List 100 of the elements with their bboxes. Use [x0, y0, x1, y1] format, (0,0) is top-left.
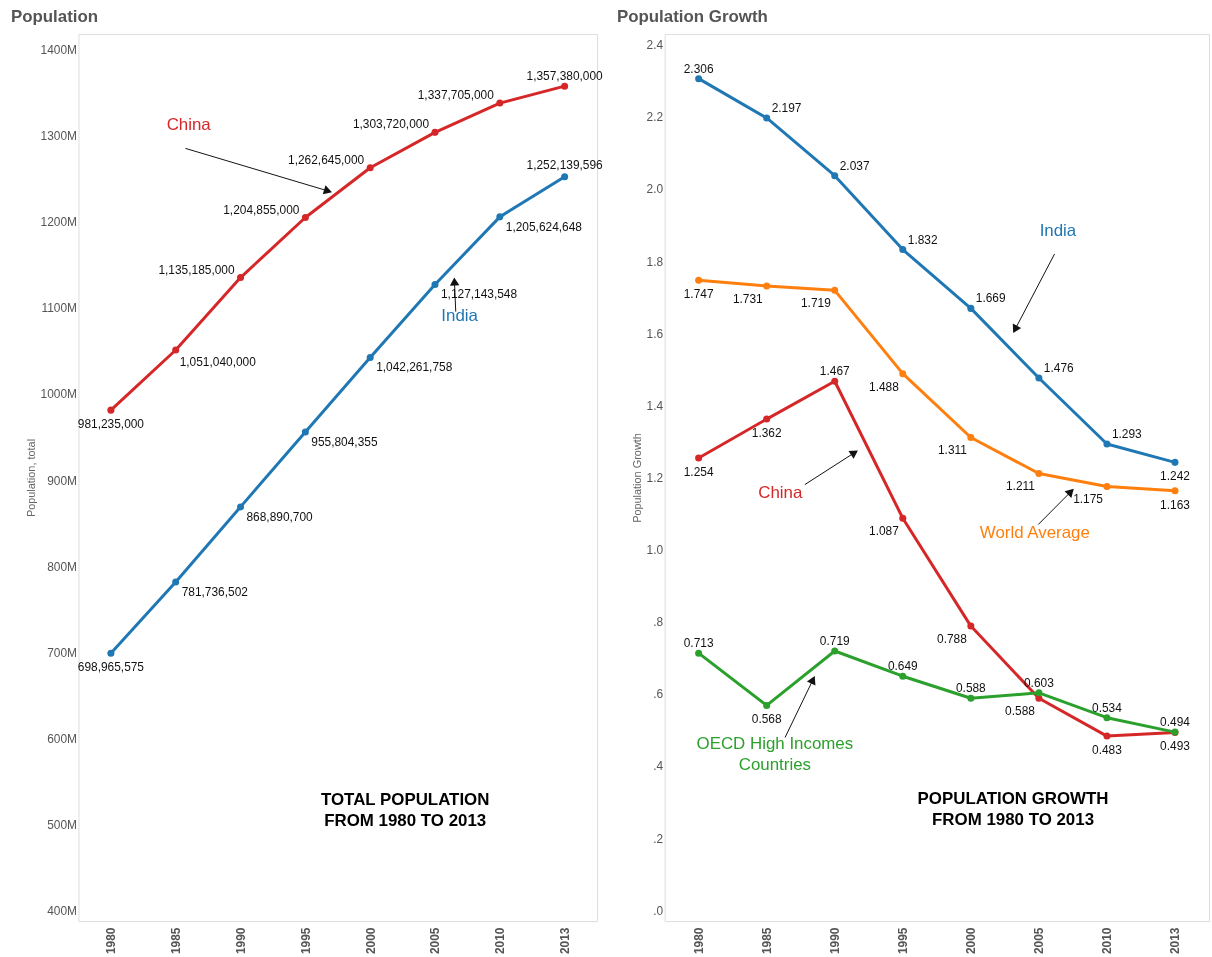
point	[1103, 483, 1111, 491]
data-label: 1.211	[1006, 479, 1036, 494]
y-tick-label: 900M	[47, 473, 77, 488]
y-tick-label: 1.0	[646, 543, 664, 558]
point	[172, 346, 180, 354]
data-label: 1,042,261,758	[376, 360, 453, 375]
point	[763, 114, 771, 122]
point	[967, 433, 975, 441]
data-label: 0.603	[1023, 675, 1055, 690]
data-label: 1.087	[869, 524, 900, 539]
data-label: 1,135,185,000	[158, 262, 235, 277]
data-label: 1,357,380,000	[526, 69, 604, 84]
x-tick-label: 2010	[1100, 927, 1115, 955]
x-tick-label: 2005	[428, 927, 443, 955]
y-tick-label: .0	[653, 903, 664, 918]
x-tick-label: 2013	[558, 927, 573, 955]
x-tick-label: 1990	[234, 927, 249, 955]
data-label: 981,235,000	[77, 417, 145, 432]
data-label: 955,804,355	[311, 434, 378, 449]
point	[695, 454, 703, 462]
data-label: 0.719	[819, 634, 851, 649]
annotation: POPULATION GROWTH FROM 1980 TO 2013	[917, 789, 1109, 830]
x-tick-label: 2005	[1032, 927, 1047, 955]
y-tick-label: 1.8	[646, 254, 664, 269]
x-tick-label: 1980	[104, 927, 119, 955]
y-tick-label: 1300M	[40, 129, 77, 144]
data-label: 1,204,855,000	[223, 202, 300, 217]
data-label: 1,262,645,000	[288, 152, 365, 167]
data-label: 1,205,624,648	[505, 219, 583, 234]
y-tick-label: 1.2	[646, 470, 664, 485]
data-label: 2.037	[839, 158, 870, 173]
point	[831, 377, 839, 385]
point	[431, 280, 439, 288]
x-tick-label: 2000	[964, 927, 979, 955]
x-tick-label: 1995	[896, 927, 911, 955]
point	[695, 649, 703, 657]
point	[1171, 458, 1179, 466]
data-label: 1,303,720,000	[352, 117, 430, 132]
data-label: 1.242	[1160, 469, 1191, 484]
point	[1035, 470, 1043, 478]
data-label: 0.788	[937, 631, 968, 646]
point	[1171, 487, 1179, 495]
y-tick-label: .8	[653, 615, 664, 630]
chart-title: Population	[10, 7, 99, 27]
point	[301, 428, 309, 436]
data-label: 0.483	[1092, 742, 1123, 757]
point	[967, 304, 975, 312]
data-label: 1.163	[1160, 497, 1191, 512]
point	[831, 286, 839, 294]
data-label: 1.747	[683, 287, 714, 302]
data-label: 0.588	[955, 681, 987, 696]
data-label: 2.197	[771, 101, 802, 116]
data-label: 1,252,139,596	[526, 157, 604, 172]
point	[496, 213, 504, 221]
point	[237, 274, 245, 282]
text: China	[758, 483, 803, 503]
y-axis-title: Population, total	[24, 438, 37, 518]
data-label: 1,337,705,000	[417, 88, 495, 103]
data-label: 1.832	[907, 232, 938, 247]
y-tick-label: 2.4	[646, 38, 664, 53]
data-label: 1.467	[819, 364, 851, 379]
data-label: 1.669	[975, 291, 1006, 306]
point	[1035, 374, 1043, 382]
x-tick-label: 1985	[169, 927, 184, 955]
data-label: 0.713	[683, 636, 714, 651]
y-tick-label: 1000M	[40, 387, 77, 402]
y-tick-label: .2	[653, 831, 664, 846]
point	[1035, 694, 1043, 702]
data-label: 0.588	[1005, 704, 1036, 719]
point	[1103, 714, 1111, 722]
point	[366, 164, 374, 172]
y-axis-title: Population Growth	[630, 433, 643, 523]
point	[301, 214, 309, 222]
point	[1103, 440, 1111, 448]
data-label: 1,127,143,548	[440, 287, 518, 302]
x-tick-label: 1985	[760, 927, 775, 955]
point	[107, 406, 115, 414]
data-label: 1.719	[800, 296, 832, 311]
data-label: 1.362	[751, 425, 782, 440]
x-tick-label: 1990	[828, 927, 843, 955]
x-tick-label: 2010	[493, 927, 508, 955]
data-label: 0.649	[887, 659, 919, 674]
data-label: 1.311	[937, 443, 968, 458]
data-label: 1.488	[869, 379, 900, 394]
x-tick-label: 2000	[363, 927, 378, 955]
point	[899, 672, 907, 680]
y-tick-label: 800M	[47, 559, 77, 574]
data-label: 698,965,575	[77, 660, 145, 675]
text: OECD High Incomes Countries	[696, 734, 854, 775]
point	[831, 172, 839, 180]
annotation: TOTAL POPULATION FROM 1980 TO 2013	[320, 790, 490, 831]
y-tick-label: 1.4	[646, 398, 664, 413]
data-label: 868,890,700	[246, 509, 314, 524]
y-tick-label: 1200M	[40, 215, 77, 230]
y-tick-label: 1100M	[41, 301, 77, 316]
point	[831, 647, 839, 655]
data-label: 0.568	[751, 712, 782, 727]
data-label: 0.493	[1160, 739, 1191, 754]
data-label: 0.534	[1092, 700, 1123, 715]
data-label: 2.306	[683, 61, 714, 76]
